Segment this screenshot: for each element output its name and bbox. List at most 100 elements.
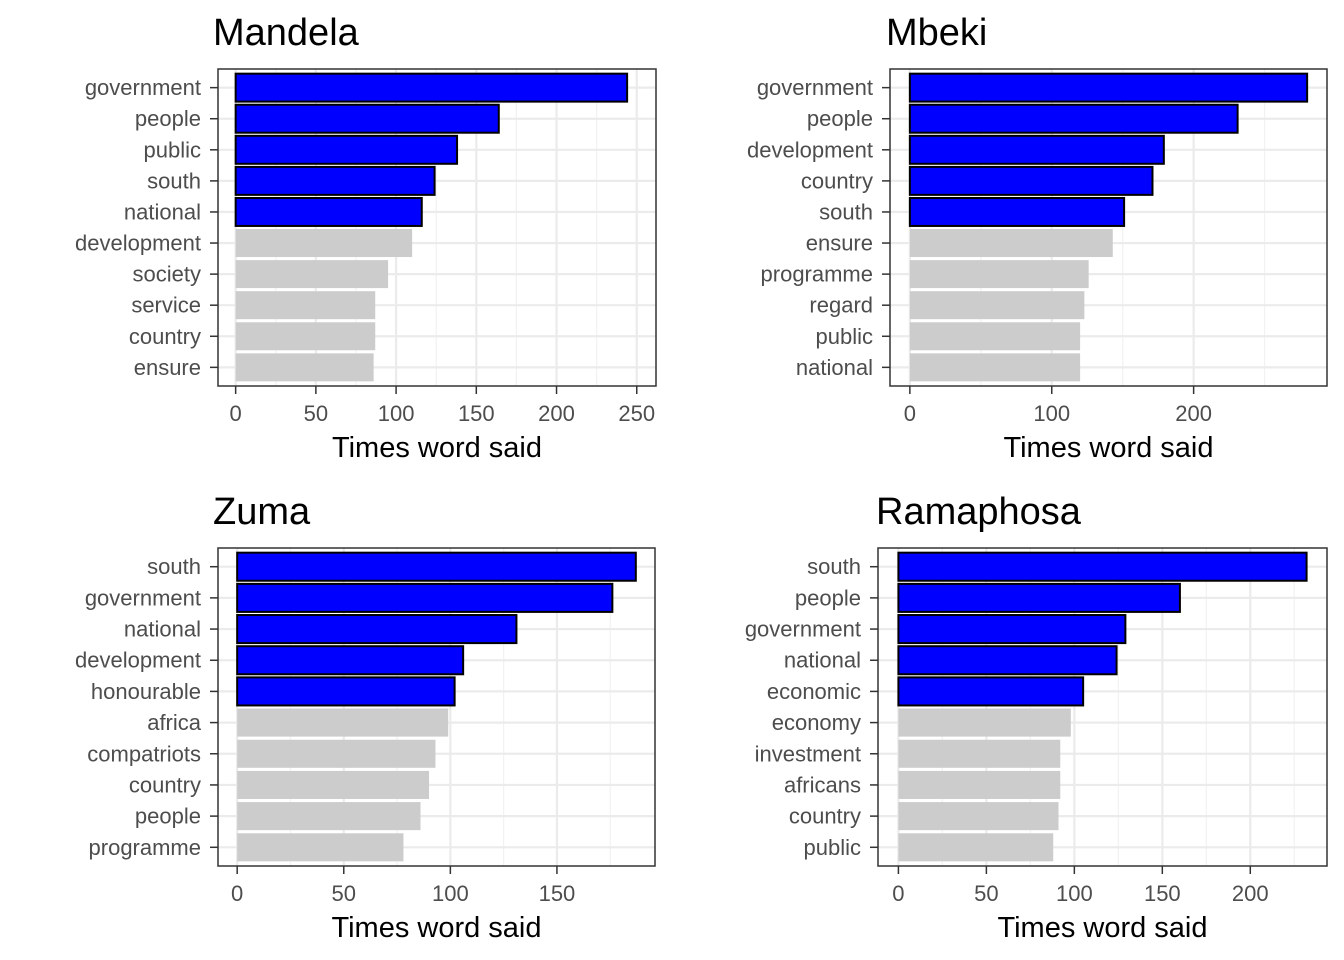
y-tick-label: government (745, 617, 861, 642)
x-tick-label: 0 (892, 881, 904, 906)
bar-government (234, 72, 629, 103)
bar-national (236, 614, 518, 645)
chart-panel-ramaphosa: south people government national economic eco… (745, 491, 1328, 944)
x-tick-label: 150 (458, 401, 495, 426)
bar-country (898, 802, 1059, 831)
bar-south (234, 165, 436, 196)
bar-people (237, 802, 421, 831)
x-tick-label: 150 (539, 881, 576, 906)
x-axis-label: Times word said (332, 432, 542, 464)
bar-ensure (235, 353, 374, 382)
chart-title: Zuma (213, 491, 311, 533)
chart-panel-zuma: south government national development honour… (75, 491, 656, 944)
x-tick-label: 200 (1175, 401, 1212, 426)
y-tick-label: country (129, 772, 201, 797)
bar-country (235, 322, 376, 351)
bar-government (908, 72, 1309, 103)
chart-panel-mbeki: government people development country south e… (747, 12, 1328, 464)
bar-public (898, 833, 1054, 862)
y-tick-label: people (135, 106, 201, 131)
y-tick-label: compatriots (87, 741, 201, 766)
y-tick-label: government (85, 75, 201, 100)
bar-programme (237, 833, 404, 862)
bar-country (908, 165, 1154, 196)
bar-economy (898, 708, 1071, 737)
y-tick-label: development (75, 648, 201, 673)
y-tick-label: south (807, 554, 861, 579)
y-tick-label: development (747, 137, 873, 162)
bar-compatriots (237, 739, 436, 768)
bar-people (234, 103, 500, 134)
y-tick-label: programme (761, 262, 873, 287)
y-tick-label: economic (767, 679, 861, 704)
y-tick-label: government (85, 585, 201, 610)
bar-public (234, 134, 459, 165)
y-tick-label: people (135, 804, 201, 829)
x-tick-label: 250 (618, 401, 655, 426)
y-tick-label: africa (147, 710, 202, 735)
panel-border (217, 547, 656, 867)
bar-economic (897, 676, 1085, 707)
x-tick-label: 200 (1232, 881, 1269, 906)
x-tick-label: 50 (974, 881, 998, 906)
chart-title: Mbeki (886, 12, 987, 54)
bar-government (897, 614, 1127, 645)
bar-people (897, 582, 1181, 613)
x-axis-label: Times word said (331, 912, 541, 944)
panel-border (217, 68, 657, 387)
y-tick-label: south (819, 199, 873, 224)
y-tick-label: service (131, 293, 201, 318)
bar-government (236, 582, 614, 613)
x-tick-label: 50 (332, 881, 356, 906)
bar-development (908, 134, 1165, 165)
x-axis-label: Times word said (997, 912, 1207, 944)
bar-national (909, 353, 1081, 382)
y-tick-label: south (147, 554, 201, 579)
chart-title: Mandela (213, 12, 360, 54)
bar-ensure (909, 229, 1113, 258)
bar-people (908, 103, 1239, 134)
bar-national (897, 645, 1118, 676)
y-tick-label: ensure (806, 231, 873, 256)
y-tick-label: public (816, 324, 873, 349)
x-tick-label: 0 (904, 401, 916, 426)
bar-development (236, 645, 465, 676)
y-tick-label: people (795, 585, 861, 610)
y-tick-label: regard (809, 293, 873, 318)
x-tick-label: 100 (378, 401, 415, 426)
y-tick-label: public (144, 137, 201, 162)
y-tick-label: society (133, 262, 201, 287)
chart-title: Ramaphosa (876, 491, 1082, 533)
y-tick-label: people (807, 106, 873, 131)
y-tick-label: country (789, 804, 861, 829)
x-axis-label: Times word said (1003, 432, 1213, 464)
y-tick-label: country (801, 168, 873, 193)
panel-border (889, 68, 1328, 387)
bar-south (236, 551, 637, 582)
x-tick-label: 150 (1144, 881, 1181, 906)
chart-panel-mandela: government people public south national devel… (75, 12, 657, 464)
y-tick-label: programme (89, 835, 201, 860)
y-tick-label: public (804, 835, 861, 860)
y-tick-label: national (796, 355, 873, 380)
y-tick-label: economy (772, 710, 861, 735)
bar-honourable (236, 676, 456, 707)
y-tick-label: development (75, 231, 201, 256)
bar-south (908, 196, 1126, 227)
bar-country (237, 770, 430, 799)
x-tick-label: 50 (304, 401, 328, 426)
y-tick-label: national (784, 648, 861, 673)
bar-development (235, 229, 413, 258)
y-tick-label: national (124, 617, 201, 642)
x-tick-label: 100 (1056, 881, 1093, 906)
y-tick-label: ensure (134, 355, 201, 380)
y-tick-label: south (147, 168, 201, 193)
x-tick-label: 200 (538, 401, 575, 426)
bar-society (235, 260, 389, 289)
bar-programme (909, 260, 1089, 289)
bar-regard (909, 291, 1085, 320)
x-tick-label: 0 (230, 401, 242, 426)
bar-africa (237, 708, 449, 737)
y-tick-label: honourable (91, 679, 201, 704)
